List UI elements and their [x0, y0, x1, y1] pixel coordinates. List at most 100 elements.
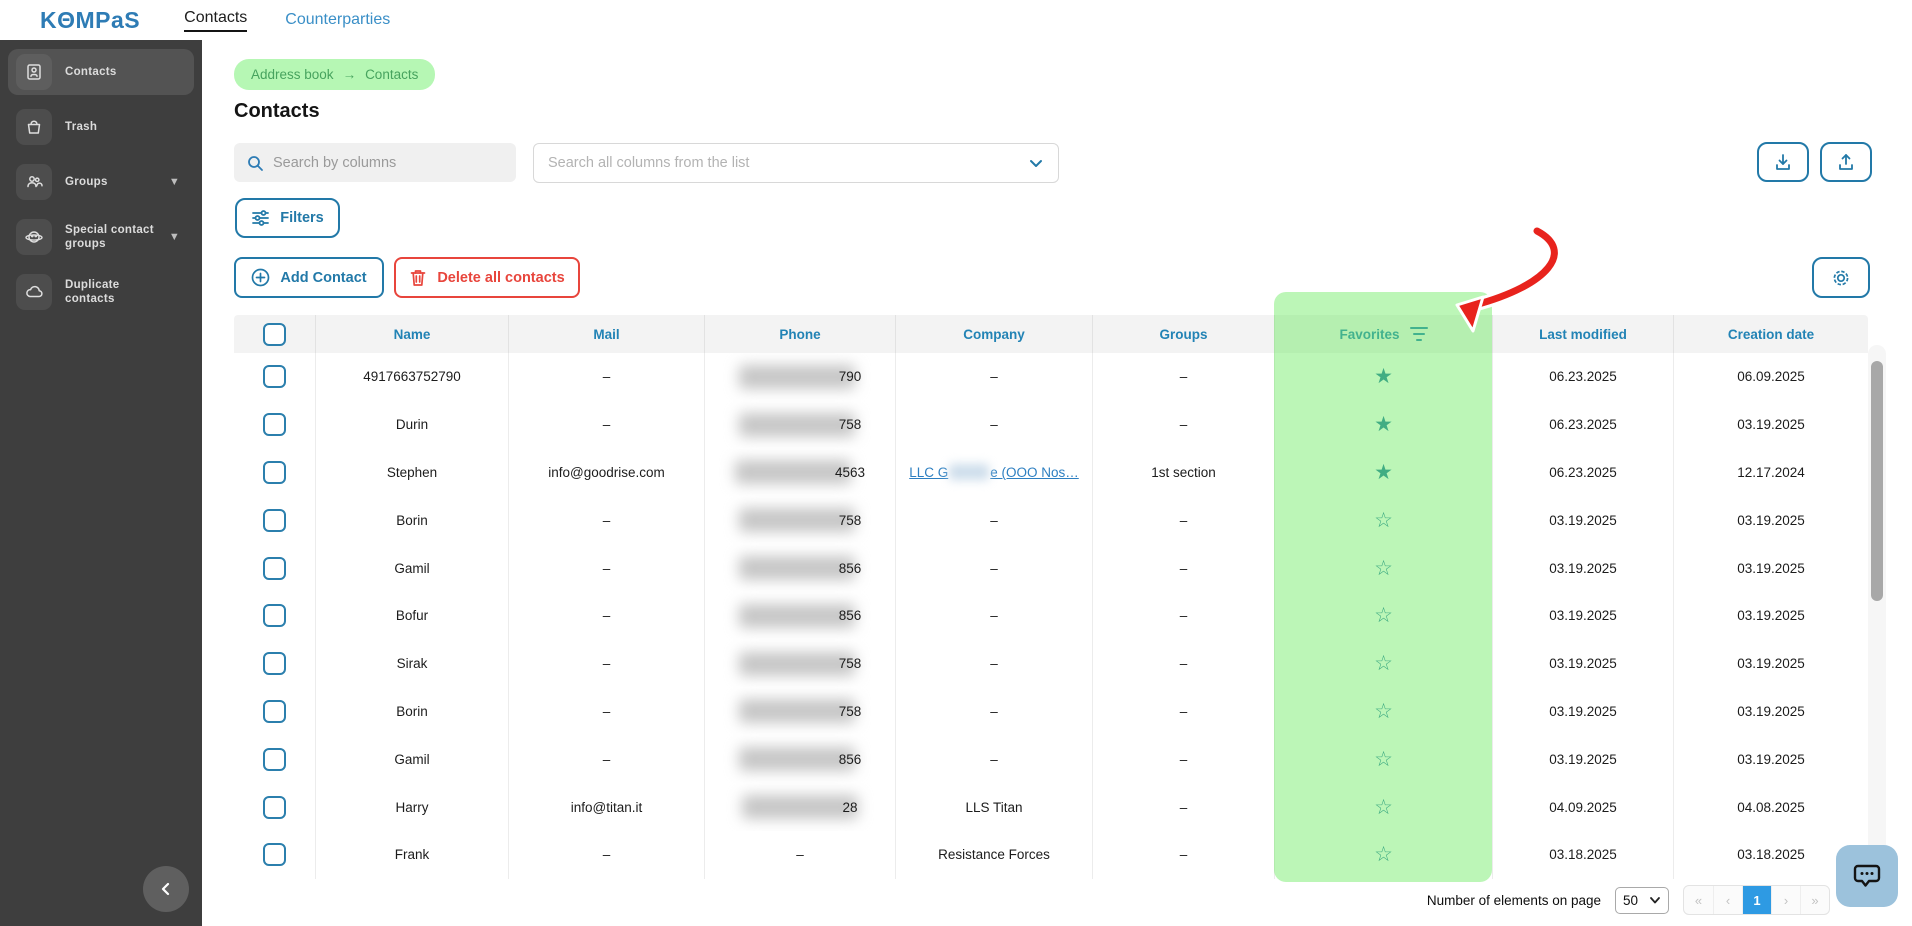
- row-checkbox[interactable]: [263, 604, 286, 628]
- favorite-star-outline[interactable]: ☆: [1374, 795, 1393, 819]
- sidebar-item-groups[interactable]: Groups ▼: [8, 159, 194, 205]
- search-all-columns-select[interactable]: Search all columns from the list: [533, 143, 1059, 183]
- chat-widget-button[interactable]: [1836, 845, 1898, 907]
- nav-tab-counterparties[interactable]: Counterparties: [285, 11, 391, 28]
- app-logo[interactable]: KΘMPaS: [40, 6, 141, 33]
- page-size-select[interactable]: 50: [1615, 886, 1669, 914]
- row-checkbox[interactable]: [263, 699, 286, 723]
- favorite-star-filled[interactable]: ★: [1374, 460, 1393, 484]
- favorite-star-filled[interactable]: ★: [1374, 365, 1393, 389]
- cell-last-modified: 06.23.2025: [1492, 353, 1673, 401]
- cell-name: Bofur: [315, 591, 508, 640]
- header-company[interactable]: Company: [895, 315, 1092, 353]
- favorite-star-outline[interactable]: ☆: [1374, 747, 1393, 771]
- cell-mail: –: [508, 735, 704, 784]
- favorite-star-filled[interactable]: ★: [1374, 413, 1393, 437]
- header-favorites[interactable]: Favorites: [1274, 315, 1492, 353]
- row-checkbox[interactable]: [263, 747, 286, 771]
- cell-company: Resistance Forces: [895, 830, 1092, 879]
- next-page-button[interactable]: ›: [1771, 886, 1800, 914]
- table-scrollbar-thumb[interactable]: [1871, 361, 1883, 601]
- add-contact-button[interactable]: Add Contact: [234, 257, 384, 298]
- header-phone[interactable]: Phone: [704, 315, 895, 353]
- download-button[interactable]: [1757, 142, 1809, 182]
- redacted-phone: 4563: [734, 460, 865, 485]
- table-row[interactable]: Harry info@titan.it 28 LLS Titan – ☆ 04.09.202…: [234, 783, 1868, 831]
- cell-phone: 856: [704, 544, 895, 592]
- table-scrollbar-track[interactable]: [1868, 345, 1886, 885]
- search-by-columns-input[interactable]: Search by columns: [234, 143, 516, 182]
- table-row[interactable]: Sirak –758– – ☆ 03.19.2025 03.19.2025: [234, 639, 1868, 688]
- header-creation-date[interactable]: Creation date: [1673, 315, 1868, 353]
- table-row[interactable]: Borin –758– – ☆ 03.19.2025 03.19.2025: [234, 687, 1868, 736]
- cell-phone: 758: [704, 639, 895, 688]
- table-row[interactable]: Frank – – Resistance Forces – ☆ 03.18.2025 03.1…: [234, 830, 1868, 879]
- cell-phone: 758: [704, 687, 895, 736]
- select-placeholder: Search all columns from the list: [548, 155, 750, 171]
- header-last-modified[interactable]: Last modified: [1492, 315, 1673, 353]
- phone-digits: 856: [838, 608, 862, 624]
- delete-all-label: Delete all contacts: [437, 269, 565, 286]
- filters-button[interactable]: Filters: [235, 198, 340, 238]
- cell-last-modified: 03.19.2025: [1492, 496, 1673, 545]
- favorite-star-outline[interactable]: ☆: [1374, 652, 1393, 676]
- search-placeholder: Search by columns: [273, 154, 397, 171]
- cell-favorites: ★: [1274, 353, 1492, 401]
- select-all-checkbox[interactable]: [263, 322, 286, 346]
- row-checkbox[interactable]: [263, 795, 286, 819]
- favorite-star-outline[interactable]: ☆: [1374, 699, 1393, 723]
- cell-favorites: ☆: [1274, 783, 1492, 831]
- phone-digits: 758: [838, 417, 862, 433]
- delete-all-contacts-button[interactable]: Delete all contacts: [394, 257, 580, 298]
- breadcrumb-contacts[interactable]: Contacts: [365, 67, 419, 82]
- sidebar-item-special-contact-groups[interactable]: Special contact groups ▼: [8, 214, 194, 260]
- sidebar-item-contacts[interactable]: Contacts: [8, 49, 194, 95]
- header-name[interactable]: Name: [315, 315, 508, 353]
- row-checkbox[interactable]: [263, 843, 286, 867]
- table-row[interactable]: 4917663752790–790– – ★ 06.23.2025 06.09.2025: [234, 353, 1868, 401]
- top-nav: Contacts Counterparties: [184, 9, 390, 32]
- table-row[interactable]: Bofur –856– – ☆ 03.19.2025 03.19.2025: [234, 591, 1868, 640]
- row-checkbox[interactable]: [263, 556, 286, 580]
- upload-button[interactable]: [1820, 142, 1872, 182]
- cell-mail: –: [508, 400, 704, 449]
- row-checkbox[interactable]: [263, 413, 286, 437]
- table-row[interactable]: Gamil –856– – ☆ 03.19.2025 03.19.2025: [234, 735, 1868, 784]
- sidebar-item-duplicate-contacts[interactable]: Duplicate contacts: [8, 269, 194, 315]
- favorite-star-outline[interactable]: ☆: [1374, 556, 1393, 580]
- cell-groups: –: [1092, 544, 1274, 592]
- nav-tab-contacts[interactable]: Contacts: [184, 9, 248, 32]
- breadcrumb-address-book[interactable]: Address book: [251, 67, 334, 82]
- cell-last-modified: 03.18.2025: [1492, 830, 1673, 879]
- row-checkbox[interactable]: [263, 365, 286, 389]
- cell-creation-date: 06.09.2025: [1673, 353, 1868, 401]
- sidebar-item-trash[interactable]: Trash: [8, 104, 194, 150]
- row-checkbox[interactable]: [263, 460, 286, 484]
- page-1-button[interactable]: 1: [1742, 886, 1771, 914]
- favorite-star-outline[interactable]: ☆: [1374, 508, 1393, 532]
- table-row[interactable]: Gamil –856– – ☆ 03.19.2025 03.19.2025: [234, 544, 1868, 592]
- first-page-button[interactable]: «: [1694, 892, 1703, 908]
- blurred-region: [742, 795, 859, 820]
- table-row[interactable]: Durin –758– – ★ 06.23.2025 03.19.2025: [234, 400, 1868, 449]
- blurred-region: [949, 464, 990, 481]
- table-settings-button[interactable]: [1812, 257, 1870, 298]
- contacts-table: Name Mail Phone Company Groups Favorites…: [234, 315, 1886, 885]
- sidebar-collapse-button[interactable]: [143, 866, 189, 912]
- favorite-star-outline[interactable]: ☆: [1374, 604, 1393, 628]
- row-checkbox[interactable]: [263, 508, 286, 532]
- favorites-filter-icon[interactable]: [1409, 326, 1428, 342]
- favorite-star-outline[interactable]: ☆: [1374, 843, 1393, 867]
- blurred-region: [738, 603, 855, 628]
- prev-page-button[interactable]: ‹: [1713, 886, 1742, 914]
- header-groups[interactable]: Groups: [1092, 315, 1274, 353]
- last-page-button[interactable]: »: [1800, 886, 1829, 914]
- sidebar: Contacts Trash Groups ▼ Special contact …: [0, 40, 202, 926]
- blurred-region: [738, 747, 855, 772]
- table-row[interactable]: Borin –758– – ☆ 03.19.2025 03.19.2025: [234, 496, 1868, 545]
- row-checkbox[interactable]: [263, 652, 286, 676]
- header-mail[interactable]: Mail: [508, 315, 704, 353]
- filters-label: Filters: [280, 210, 324, 226]
